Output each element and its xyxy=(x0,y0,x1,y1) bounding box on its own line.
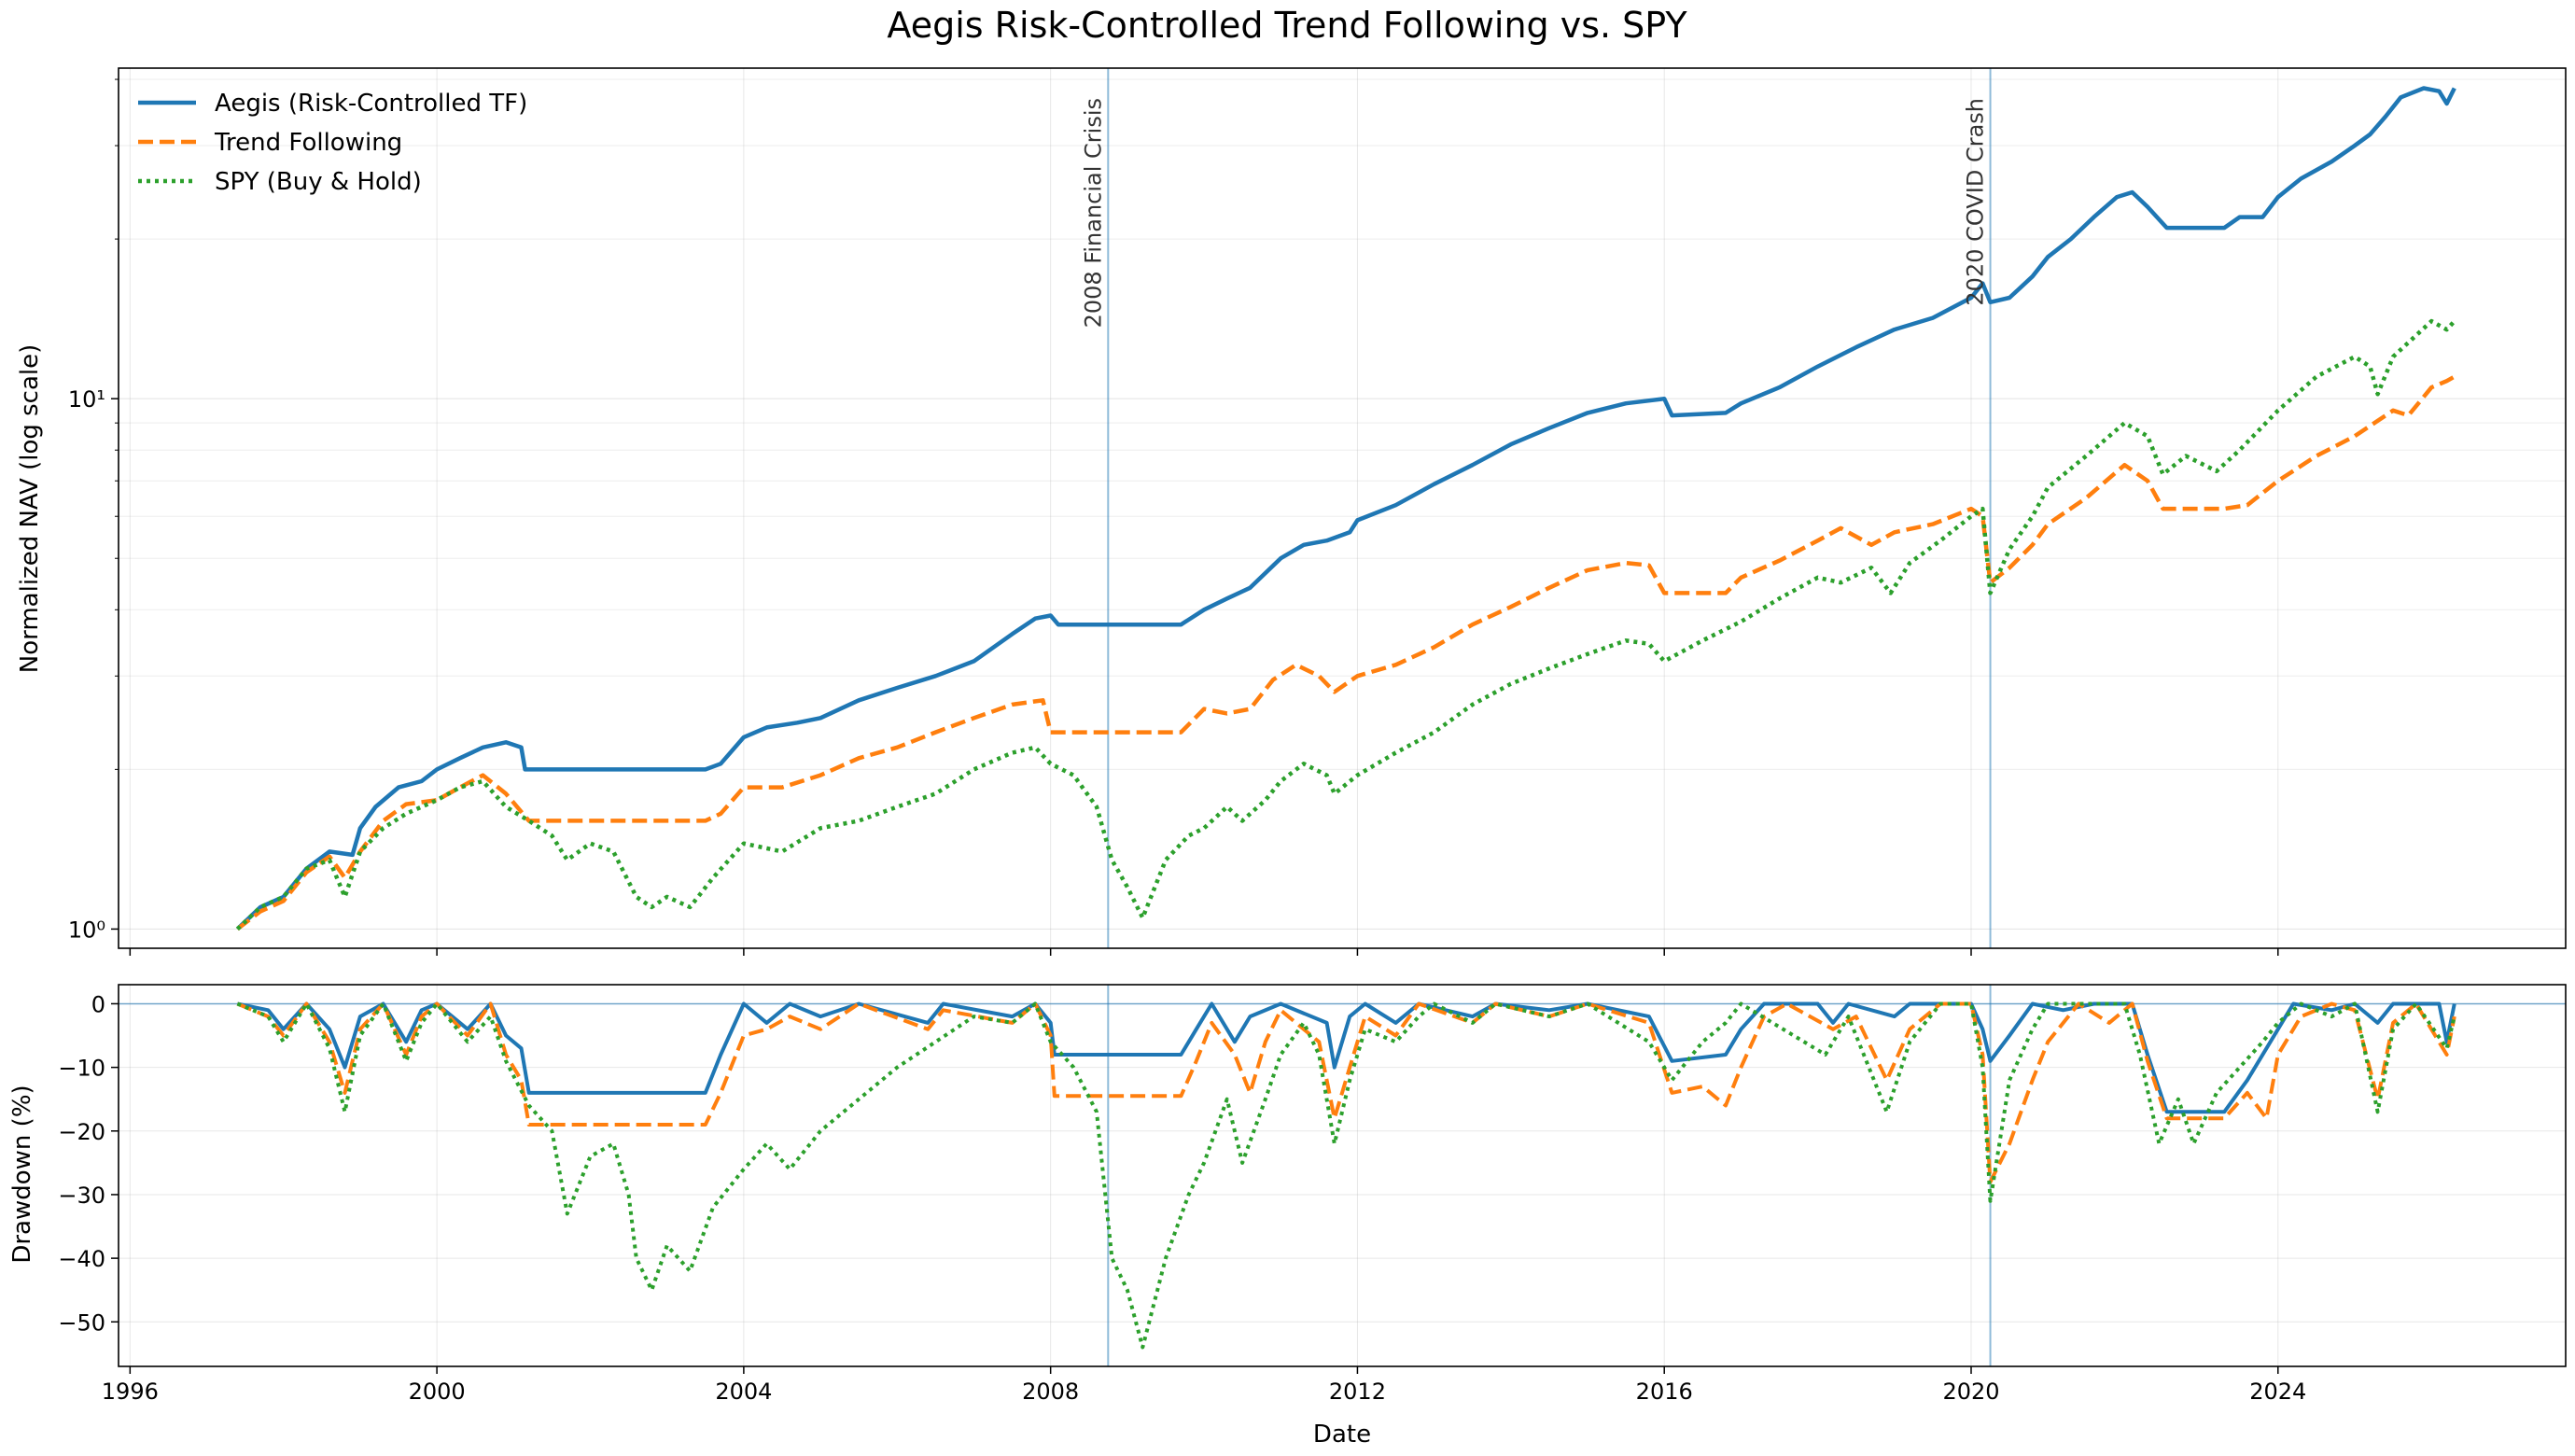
drawdown-y-tick-label: −20 xyxy=(58,1119,105,1145)
drawdown-y-tick-label: −40 xyxy=(58,1246,105,1272)
date-axis-label: Date xyxy=(1313,1421,1371,1449)
x-tick-label: 1996 xyxy=(102,1379,159,1405)
event-annotation: 2020 COVID Crash xyxy=(1963,98,1989,306)
event-annotation: 2008 Financial Crisis xyxy=(1080,98,1106,328)
drawdown-y-tick-label: 0 xyxy=(91,991,105,1017)
x-tick-label: 2012 xyxy=(1329,1379,1386,1405)
legend-label-2: SPY (Buy & Hold) xyxy=(215,168,422,196)
chart-title: Aegis Risk-Controlled Trend Following vs… xyxy=(887,5,1687,46)
nav-series-line-1 xyxy=(236,374,2456,931)
x-tick-label: 2004 xyxy=(715,1379,772,1405)
drawdown-panel: 1996 2000 2004 2008 2012 2016 2020 2024 0 −10 −20 −… xyxy=(8,984,2567,1449)
drawdown-series-line-0 xyxy=(236,1001,2456,1114)
x-tick-label: 2016 xyxy=(1636,1379,1693,1405)
nav-series-line-0 xyxy=(235,86,2456,931)
drawdown-y-tick-label: −50 xyxy=(58,1309,105,1336)
x-tick-label: 2000 xyxy=(409,1379,466,1405)
drawdown-series-line-1 xyxy=(236,1001,2456,1184)
legend-label-1: Trend Following xyxy=(214,129,402,157)
nav-y-tick-label: 10⁰ xyxy=(68,917,105,943)
nav-axis-label: Normalized NAV (log scale) xyxy=(16,344,44,674)
x-tick-label: 2008 xyxy=(1022,1379,1079,1405)
drawdown-y-tick-label: −30 xyxy=(58,1183,105,1209)
nav-series-line-2 xyxy=(235,318,2456,931)
x-tick-label: 2024 xyxy=(2249,1379,2306,1405)
legend-label-0: Aegis (Risk-Controlled TF) xyxy=(215,90,527,118)
nav-y-tick-label: 10¹ xyxy=(68,386,105,413)
legend: Aegis (Risk-Controlled TF) Trend Followin… xyxy=(138,90,527,196)
drawdown-series-line-2 xyxy=(236,1001,2456,1350)
nav-panel: 2008 Financial Crisis 2020 COVID Crash 10… xyxy=(16,67,2567,956)
x-tick-label: 2020 xyxy=(1942,1379,1999,1405)
drawdown-y-tick-label: −10 xyxy=(58,1056,105,1082)
drawdown-axis-label: Drawdown (%) xyxy=(8,1085,36,1263)
